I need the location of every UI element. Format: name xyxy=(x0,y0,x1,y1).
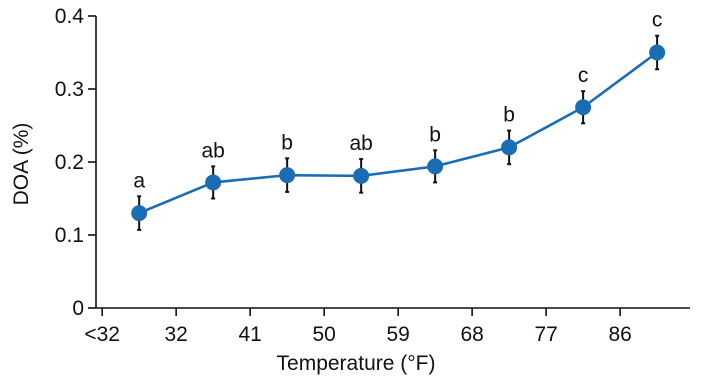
data-point xyxy=(575,99,592,116)
x-axis-ticks: <32 32 41 50 59 68 77 86 xyxy=(84,308,632,346)
data-point xyxy=(649,44,666,61)
significance-label: b xyxy=(429,123,441,146)
y-tick-label: 0 xyxy=(72,297,84,320)
data-point xyxy=(279,167,296,184)
x-tick-label: 32 xyxy=(164,323,187,346)
y-tick-label: 0.2 xyxy=(55,151,84,174)
significance-label: b xyxy=(503,104,515,127)
y-axis-title: DOA (%) xyxy=(10,123,33,206)
significance-label: b xyxy=(281,131,293,154)
x-tick-label: 77 xyxy=(534,323,557,346)
data-point xyxy=(427,158,444,175)
x-axis-title: Temperature (°F) xyxy=(277,352,436,375)
x-tick-label: 41 xyxy=(238,323,261,346)
data-point xyxy=(205,174,222,191)
series-line xyxy=(138,51,658,215)
series-layer: a ab b ab b b c c xyxy=(131,9,666,231)
data-point xyxy=(353,167,370,184)
y-tick-label: 0.4 xyxy=(55,5,85,28)
significance-label: c xyxy=(652,9,663,32)
significance-label: ab xyxy=(201,139,224,162)
y-tick-label: 0.3 xyxy=(55,78,84,101)
significance-label: c xyxy=(578,64,589,87)
significance-label: a xyxy=(133,169,145,192)
x-tick-label: 68 xyxy=(460,323,483,346)
x-tick-label: 50 xyxy=(312,323,335,346)
y-tick-label: 0.1 xyxy=(55,224,84,247)
data-point xyxy=(501,139,518,156)
x-tick-label: <32 xyxy=(84,323,120,346)
y-axis-ticks: 0 0.1 0.2 0.3 0.4 xyxy=(55,5,96,320)
x-tick-label: 59 xyxy=(386,323,409,346)
data-point xyxy=(131,205,148,222)
x-tick-label: 86 xyxy=(608,323,631,346)
significance-label: ab xyxy=(349,132,372,155)
